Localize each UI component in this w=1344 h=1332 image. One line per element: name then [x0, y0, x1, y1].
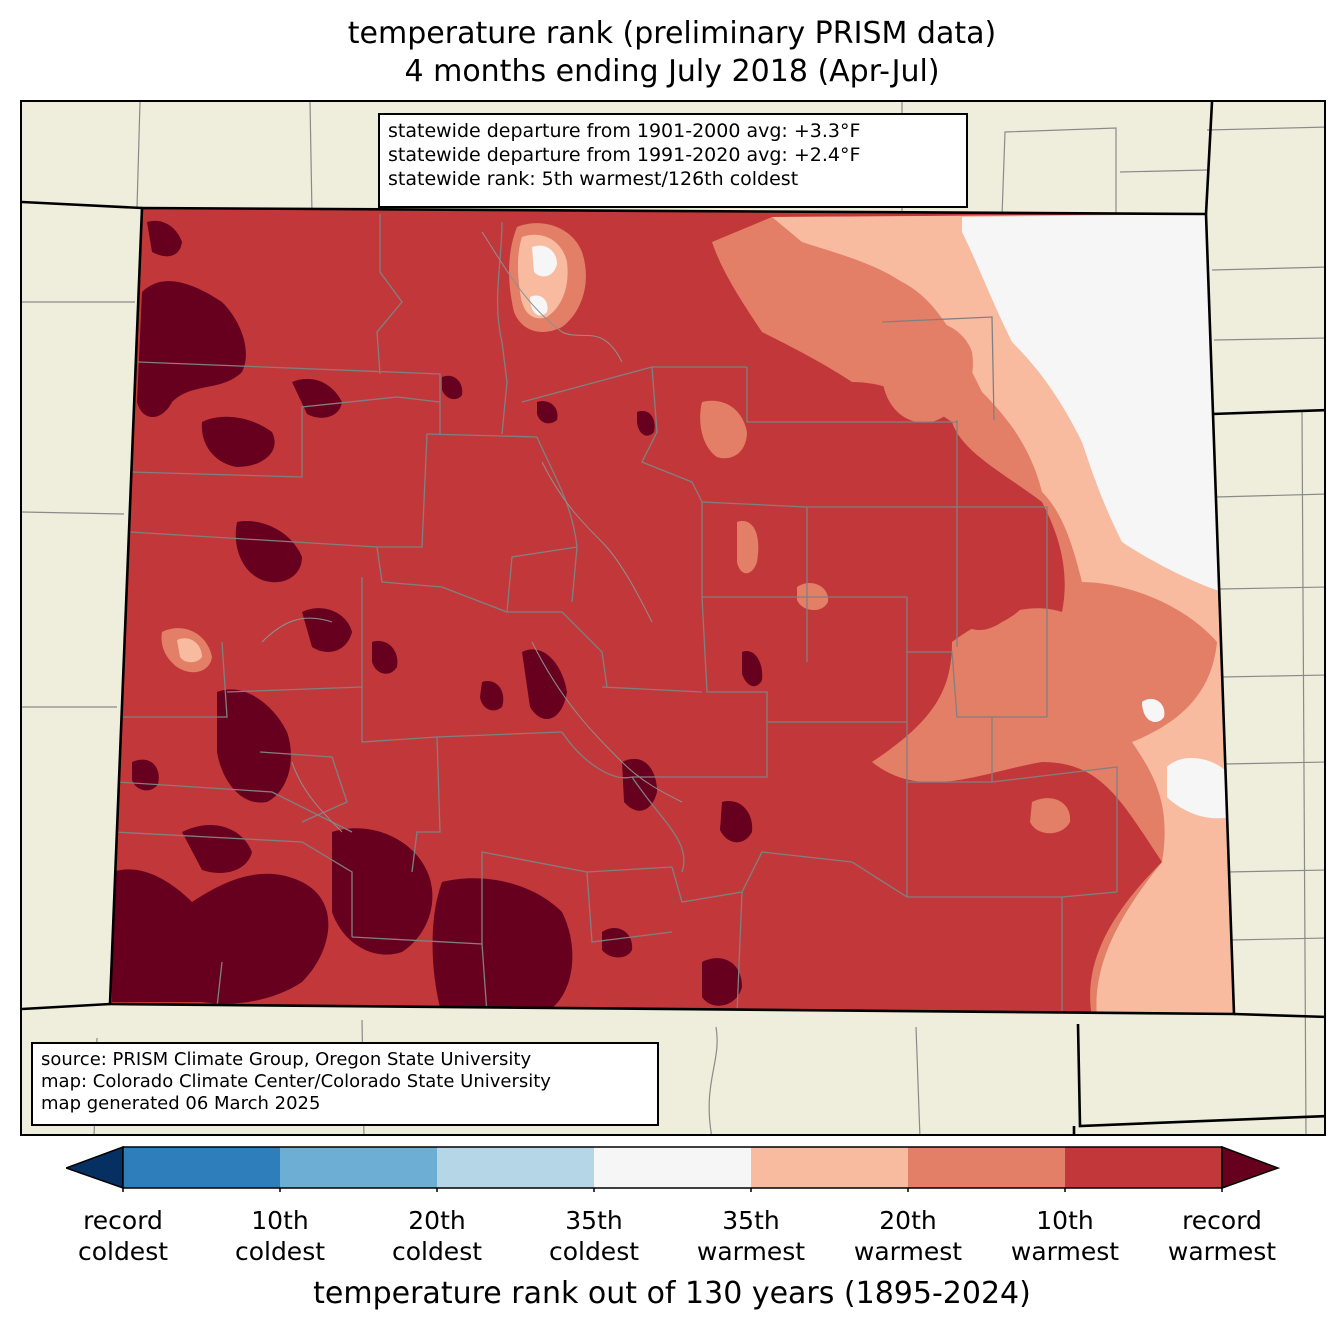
zone-top35-west-patch	[177, 638, 202, 663]
zone-top10-warmest-southeast	[907, 798, 1005, 897]
tick-label-rank: 35th	[565, 1206, 623, 1235]
tick-label-direction: warmest	[1167, 1237, 1277, 1266]
colorbar-bin	[908, 1147, 1066, 1188]
colorbar-tick-label: 20th warmest	[828, 1205, 988, 1267]
zone-record-warmest-sangre	[602, 928, 633, 958]
zone-record-warmest-hinsdale	[480, 681, 504, 711]
colorbar-title: temperature rank out of 130 years (1895-…	[313, 1276, 1031, 1311]
colorbar-bin	[123, 1147, 281, 1188]
colorbar-tick-label: 10th warmest	[985, 1205, 1145, 1267]
zone-top20-warmest-southeast-patch	[1030, 798, 1071, 834]
zone-record-warmest-conejos	[502, 901, 547, 955]
colorado-county-lines	[113, 214, 1118, 1014]
colorbar-tick-marks	[122, 1188, 1223, 1192]
zone-record-warmest-gunnison	[372, 640, 398, 674]
tick-label-rank: 35th	[722, 1206, 780, 1235]
zone-top10-warmest-east-center	[947, 502, 1046, 631]
tick-label-direction: coldest	[391, 1237, 483, 1266]
tick-label-rank: 10th	[1036, 1206, 1094, 1235]
zone-record-warmest-boulder	[637, 410, 655, 436]
zone-record-warmest-dolores	[132, 759, 159, 791]
colorbar-bin	[280, 1147, 438, 1188]
generated-date-line: map generated 06 March 2025	[41, 1093, 321, 1114]
colorbar-tick-label: 35th coldest	[514, 1205, 674, 1267]
zone-near-normal-north-central	[530, 245, 557, 316]
zone-record-warmest-sawatch	[522, 649, 567, 719]
zone-record-warmest-moffat	[292, 378, 342, 418]
zone-near-normal-northeast	[962, 214, 1222, 592]
zone-near-normal-patch	[1142, 698, 1165, 722]
colorbar-bin	[437, 1147, 595, 1188]
colorbar-bin	[594, 1147, 752, 1188]
tick-label-direction: warmest	[696, 1237, 806, 1266]
tick-label-rank: record	[1182, 1206, 1262, 1235]
tick-label-direction: coldest	[77, 1237, 169, 1266]
zone-record-warmest-arkansas	[702, 958, 742, 1006]
zone-record-warmest-rio-blanco	[235, 521, 302, 583]
colorbar-tick-label: 20th coldest	[357, 1205, 517, 1267]
source-credits-box: source: PRISM Climate Group, Oregon Stat…	[31, 1042, 659, 1126]
zone-record-warmest-northwest-2	[201, 416, 275, 467]
stats-departure-1901-2000: statewide departure from 1901-2000 avg: …	[388, 120, 861, 142]
colorado-temperature-rank-map	[22, 102, 1324, 1134]
map-title-line2: 4 months ending July 2018 (Apr-Jul)	[404, 54, 940, 89]
tick-label-direction: warmest	[1010, 1237, 1120, 1266]
tick-label-rank: 20th	[879, 1206, 937, 1235]
zone-record-warmest-san-luis	[622, 758, 657, 811]
tick-label-direction: coldest	[548, 1237, 640, 1266]
zone-record-warmest-grand	[442, 375, 463, 400]
colorbar-outline	[122, 1146, 1223, 1189]
zone-top20-front-range-2	[737, 521, 759, 574]
record-warmest-zones	[112, 220, 763, 1014]
colorbar-over-arrow	[1221, 1146, 1280, 1190]
stats-rank: statewide rank: 5th warmest/126th coldes…	[388, 168, 799, 190]
map-credit-line: map: Colorado Climate Center/Colorado St…	[41, 1071, 551, 1092]
colorbar-bin	[1065, 1147, 1223, 1188]
colorbar-tick-label: 35th warmest	[671, 1205, 831, 1267]
colorbar-under-arrow	[66, 1146, 124, 1190]
stats-departure-1991-2020: statewide departure from 1991-2020 avg: …	[388, 144, 861, 166]
zone-record-warmest-northwest	[137, 281, 246, 417]
source-line: source: PRISM Climate Group, Oregon Stat…	[41, 1049, 532, 1070]
zone-record-warmest-larimer	[537, 401, 558, 424]
colorbar-bin	[751, 1147, 909, 1188]
colorbar-tick-label: record warmest	[1142, 1205, 1302, 1267]
state-borders	[22, 102, 1324, 1134]
tick-label-rank: 10th	[251, 1206, 309, 1235]
colorbar-tick-label: record coldest	[43, 1205, 203, 1267]
colorbar-bins	[123, 1147, 1223, 1188]
zone-near-normal-southeast	[1167, 757, 1230, 819]
zone-record-warmest-garfield	[302, 608, 352, 652]
zone-top20-front-range	[700, 400, 747, 459]
map-panel	[20, 100, 1326, 1136]
colorbar-tick-label: 10th coldest	[200, 1205, 360, 1267]
tick-label-direction: warmest	[853, 1237, 963, 1266]
mountain-traces	[261, 231, 683, 833]
zone-record-warmest-northwest-3	[147, 220, 182, 257]
tick-label-rank: record	[83, 1206, 163, 1235]
zone-record-warmest-southwest	[112, 869, 329, 1004]
zone-top20-warmest-northeast-patch	[882, 318, 973, 423]
colorbar-legend	[66, 1146, 1280, 1192]
zone-record-warmest-jefferson	[742, 651, 763, 687]
zone-record-warmest-san-juan	[332, 828, 433, 955]
tick-label-direction: coldest	[234, 1237, 326, 1266]
statewide-stats-box: statewide departure from 1901-2000 avg: …	[378, 113, 968, 208]
zone-record-warmest-custer	[720, 801, 753, 843]
zone-record-warmest-mesa	[217, 689, 291, 803]
map-title-line1: temperature rank (preliminary PRISM data…	[347, 16, 997, 51]
tick-label-rank: 20th	[408, 1206, 466, 1235]
